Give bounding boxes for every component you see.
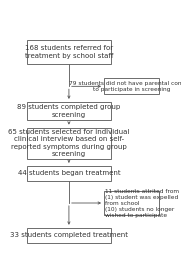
FancyBboxPatch shape bbox=[104, 78, 159, 94]
Text: 11 students attrited from treatment
(1) student was expelled
from school
(10) st: 11 students attrited from treatment (1) … bbox=[105, 188, 181, 217]
FancyBboxPatch shape bbox=[27, 40, 111, 64]
FancyBboxPatch shape bbox=[104, 191, 159, 215]
FancyBboxPatch shape bbox=[27, 128, 111, 158]
FancyBboxPatch shape bbox=[27, 102, 111, 120]
Text: 44 students began treatment: 44 students began treatment bbox=[18, 170, 120, 176]
Text: 79 students did not have parental consent
to participate in screening: 79 students did not have parental consen… bbox=[69, 81, 181, 92]
Text: 33 students completed treatment: 33 students completed treatment bbox=[10, 232, 128, 239]
Text: 168 students referred for
treatment by school staff: 168 students referred for treatment by s… bbox=[25, 46, 113, 59]
FancyBboxPatch shape bbox=[27, 228, 111, 243]
Text: 89 students completed group
screening: 89 students completed group screening bbox=[17, 104, 121, 118]
FancyBboxPatch shape bbox=[27, 166, 111, 181]
Text: 65 students selected for individual
clinical interview based on self-
reported s: 65 students selected for individual clin… bbox=[8, 129, 130, 157]
